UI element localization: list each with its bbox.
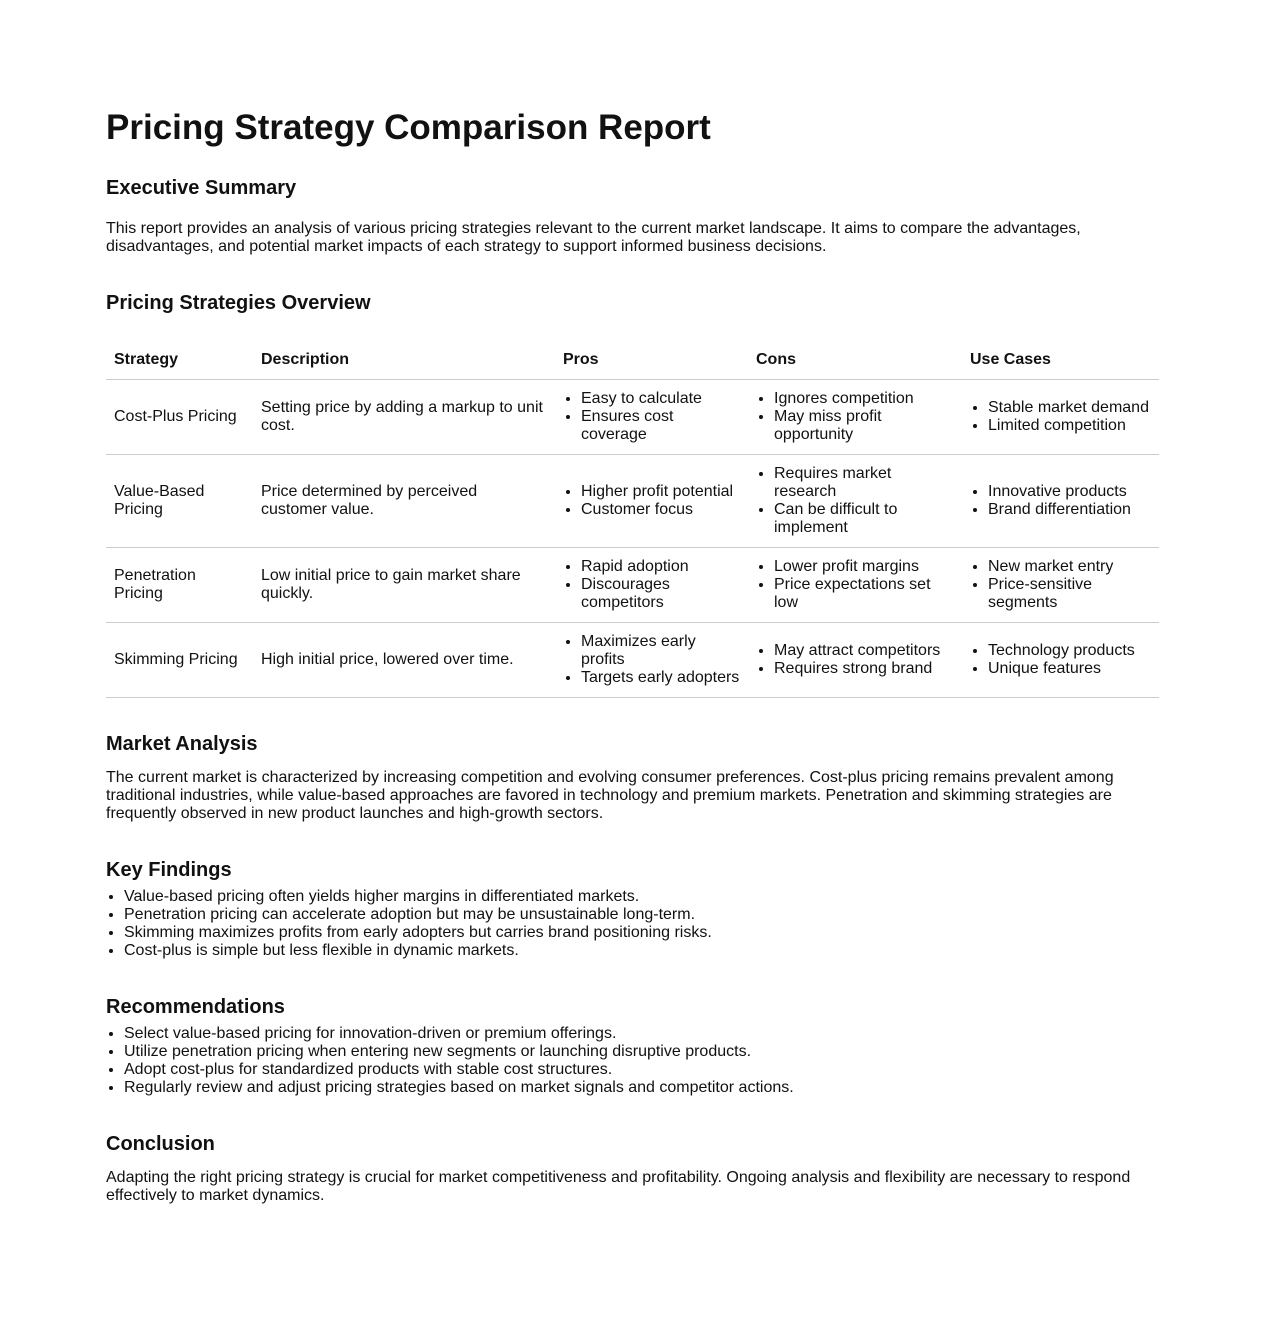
pros-cell: Maximizes early profitsTargets early ado… [555, 622, 748, 698]
strategy-cell: Cost-Plus Pricing [106, 379, 253, 455]
description-cell: Price determined by perceived customer v… [253, 454, 555, 548]
recommendation-item: Select value-based pricing for innovatio… [124, 1025, 1158, 1043]
list-item: Easy to calculate [581, 390, 740, 408]
list-item: May attract competitors [774, 642, 954, 660]
conclusion-text: Adapting the right pricing strategy is c… [106, 1169, 1131, 1204]
column-header-pros: Pros [555, 339, 748, 380]
overview-heading: Pricing Strategies Overview [106, 292, 371, 314]
recommendations-heading: Recommendations [106, 996, 285, 1018]
list-item: Requires strong brand [774, 660, 954, 678]
list-item: Requires market research [774, 465, 954, 501]
list-item: Can be difficult to implement [774, 501, 954, 537]
list-item: Ignores competition [774, 390, 954, 408]
strategy-cell: Penetration Pricing [106, 547, 253, 623]
list-item: Technology products [988, 642, 1151, 660]
pros-cell: Rapid adoptionDiscourages competitors [555, 547, 748, 623]
table-row: Cost-Plus Pricing Setting price by adding… [106, 379, 1159, 455]
use-cases-cell: Stable market demandLimited competition [962, 379, 1159, 455]
key-finding-item: Skimming maximizes profits from early ad… [124, 924, 1158, 942]
market-analysis-text: The current market is characterized by i… [106, 769, 1114, 822]
list-item: Price expectations set low [774, 576, 954, 612]
description-cell: Low initial price to gain market share q… [253, 547, 555, 623]
key-findings-list: Value-based pricing often yields higher … [106, 888, 1158, 960]
use-cases-cell: Innovative productsBrand differentiation [962, 454, 1159, 548]
key-finding-item: Penetration pricing can accelerate adopt… [124, 906, 1158, 924]
executive-summary-text: This report provides an analysis of vari… [106, 220, 1081, 255]
cons-cell: Requires market researchCan be difficult… [748, 454, 962, 548]
strategy-cell: Skimming Pricing [106, 622, 253, 698]
list-item: New market entry [988, 558, 1151, 576]
column-header-strategy: Strategy [106, 339, 253, 380]
recommendation-item: Adopt cost-plus for standardized product… [124, 1061, 1158, 1079]
cons-cell: May attract competitorsRequires strong b… [748, 622, 962, 698]
list-item: Limited competition [988, 417, 1151, 435]
column-header-description: Description [253, 339, 555, 380]
key-findings-heading: Key Findings [106, 859, 232, 881]
list-item: Higher profit potential [581, 483, 740, 501]
conclusion-heading: Conclusion [106, 1133, 215, 1155]
recommendation-item: Regularly review and adjust pricing stra… [124, 1079, 1158, 1097]
pros-cell-list: Rapid adoptionDiscourages competitors [563, 558, 740, 612]
use-cases-cell-list: Innovative productsBrand differentiation [970, 483, 1151, 519]
list-item: Rapid adoption [581, 558, 740, 576]
list-item: Stable market demand [988, 399, 1151, 417]
list-item: Price-sensitive segments [988, 576, 1151, 612]
report: Pricing Strategy Comparison Report Execu… [106, 0, 1159, 1205]
cons-cell: Lower profit marginsPrice expectations s… [748, 547, 962, 623]
list-item: Customer focus [581, 501, 740, 519]
cons-cell-list: Requires market researchCan be difficult… [756, 465, 954, 537]
cons-cell-list: Lower profit marginsPrice expectations s… [756, 558, 954, 612]
pros-cell: Easy to calculateEnsures cost coverage [555, 379, 748, 455]
pros-cell: Higher profit potentialCustomer focus [555, 454, 748, 548]
page-title: Pricing Strategy Comparison Report [106, 108, 711, 147]
list-item: Ensures cost coverage [581, 408, 740, 444]
market-analysis-heading: Market Analysis [106, 733, 258, 755]
table-body: Cost-Plus Pricing Setting price by adding… [106, 379, 1159, 698]
pricing-strategies-table: Strategy Description Pros Cons Use Cases… [106, 339, 1159, 698]
list-item: Maximizes early profits [581, 633, 740, 669]
list-item: Discourages competitors [581, 576, 740, 612]
use-cases-cell-list: Stable market demandLimited competition [970, 399, 1151, 435]
recommendation-item: Utilize penetration pricing when enterin… [124, 1043, 1158, 1061]
list-item: Brand differentiation [988, 501, 1151, 519]
key-finding-item: Value-based pricing often yields higher … [124, 888, 1158, 906]
table-row: Penetration Pricing Low initial price to … [106, 547, 1159, 623]
use-cases-cell: New market entryPrice-sensitive segments [962, 547, 1159, 623]
cons-cell-list: Ignores competitionMay miss profit oppor… [756, 390, 954, 444]
column-header-cons: Cons [748, 339, 962, 380]
list-item: May miss profit opportunity [774, 408, 954, 444]
use-cases-cell-list: Technology productsUnique features [970, 642, 1151, 678]
list-item: Unique features [988, 660, 1151, 678]
column-header-use-cases: Use Cases [962, 339, 1159, 380]
pros-cell-list: Higher profit potentialCustomer focus [563, 483, 740, 519]
executive-summary-heading: Executive Summary [106, 177, 297, 199]
cons-cell-list: May attract competitorsRequires strong b… [756, 642, 954, 678]
cons-cell: Ignores competitionMay miss profit oppor… [748, 379, 962, 455]
pros-cell-list: Maximizes early profitsTargets early ado… [563, 633, 740, 687]
list-item: Lower profit margins [774, 558, 954, 576]
description-cell: High initial price, lowered over time. [253, 622, 555, 698]
pros-cell-list: Easy to calculateEnsures cost coverage [563, 390, 740, 444]
table-row: Value-Based Pricing Price determined by p… [106, 454, 1159, 548]
description-cell: Setting price by adding a markup to unit… [253, 379, 555, 455]
strategy-cell: Value-Based Pricing [106, 454, 253, 548]
table-header-row: Strategy Description Pros Cons Use Cases [106, 339, 1159, 380]
table-row: Skimming Pricing High initial price, lowe… [106, 622, 1159, 698]
list-item: Targets early adopters [581, 669, 740, 687]
list-item: Innovative products [988, 483, 1151, 501]
use-cases-cell: Technology productsUnique features [962, 622, 1159, 698]
recommendations-list: Select value-based pricing for innovatio… [106, 1025, 1158, 1097]
use-cases-cell-list: New market entryPrice-sensitive segments [970, 558, 1151, 612]
key-finding-item: Cost-plus is simple but less flexible in… [124, 942, 1158, 960]
